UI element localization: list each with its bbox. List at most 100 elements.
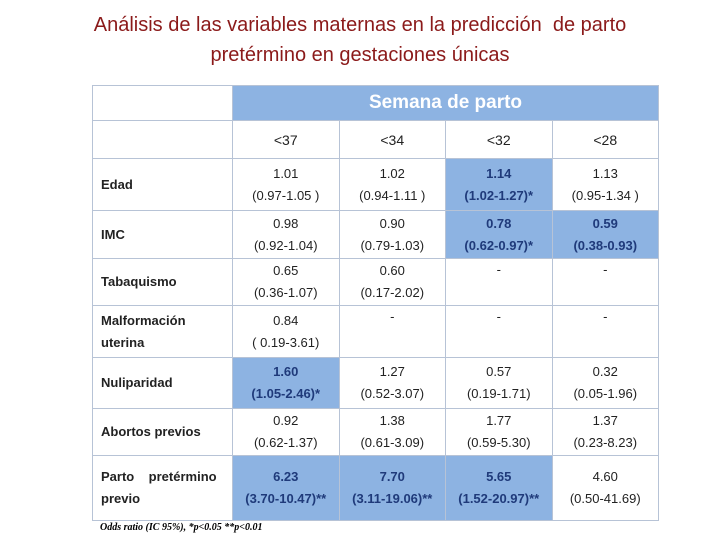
odds-ratio: - <box>390 309 395 324</box>
odds-ratio: 0.78 <box>486 215 512 231</box>
odds-ratio: 7.70 <box>379 469 405 484</box>
cell: 5.65 (1.52-20.97)** <box>445 455 553 521</box>
odds-ratio: 0.60 <box>379 263 405 278</box>
title-line: Análisis de las variables maternas en la… <box>93 14 627 36</box>
confidence-interval: (0.62-0.97)* <box>464 237 534 253</box>
cell: 0.60 (0.17-2.02) <box>338 258 446 306</box>
odds-ratio: 1.14 <box>486 165 512 181</box>
odds-ratio: 0.92 <box>273 413 299 428</box>
table-row: Edad 1.01 (0.97-1.05 ) 1.02 (0.94-1.11 ) 1.14… <box>92 158 659 211</box>
odds-ratio: - <box>603 262 608 277</box>
row-label: Nuliparidad <box>92 357 233 409</box>
row-label: Abortos previos <box>92 408 233 456</box>
confidence-interval: (0.61-3.09) <box>360 435 425 450</box>
cell: 7.70 (3.11-19.06)** <box>338 455 446 521</box>
cell: 1.38 (0.61-3.09) <box>338 408 446 456</box>
cell: 0.92 (0.62-1.37) <box>232 408 340 456</box>
confidence-interval: ( 0.19-3.61) <box>252 334 320 350</box>
table-row: Nuliparidad 1.60 (1.05-2.46)* 1.27 (0.52-3.0… <box>92 357 659 409</box>
cell: 1.77 (0.59-5.30) <box>445 408 553 456</box>
cell: - <box>445 258 553 306</box>
cell: 1.13 (0.95-1.34 ) <box>551 158 659 211</box>
cell: 0.78 (0.62-0.97)* <box>445 210 553 259</box>
confidence-interval: (0.36-1.07) <box>253 285 318 300</box>
cell: 0.65 (0.36-1.07) <box>232 258 340 306</box>
confidence-interval: (0.62-1.37) <box>253 435 318 450</box>
confidence-interval: (0.23-8.23) <box>573 435 638 450</box>
row-label: IMC <box>92 210 233 259</box>
cell: 0.32 (0.05-1.96) <box>551 357 659 409</box>
odds-ratio: 0.90 <box>379 215 405 231</box>
confidence-interval: (0.59-5.30) <box>466 435 531 450</box>
row-label-line: Edad <box>101 176 133 192</box>
row-label: Parto pretérmino previo <box>92 455 233 521</box>
cell: - <box>551 258 659 306</box>
odds-ratio: - <box>496 309 501 324</box>
odds-ratio: - <box>603 309 608 324</box>
odds-ratio: 0.59 <box>592 215 618 231</box>
odds-ratio: 0.98 <box>273 215 299 231</box>
confidence-interval: (0.17-2.02) <box>360 285 425 300</box>
confidence-interval: (0.94-1.11 ) <box>359 187 426 203</box>
column-header: <34 <box>338 120 446 159</box>
title-line: pretérmino en gestaciones únicas <box>210 44 510 66</box>
confidence-interval: (0.38-0.93) <box>573 237 638 253</box>
row-label-line: uterina <box>101 334 145 350</box>
cell: 1.01 (0.97-1.05 ) <box>232 158 340 211</box>
odds-ratio: 1.77 <box>486 413 512 428</box>
cell: 0.84 ( 0.19-3.61) <box>232 305 340 358</box>
odds-ratio: 0.65 <box>273 263 299 278</box>
confidence-interval: (0.50-41.69) <box>569 491 641 506</box>
cell: 1.02 (0.94-1.11 ) <box>338 158 446 211</box>
cell: 0.59 (0.38-0.93) <box>551 210 659 259</box>
odds-ratio: 0.57 <box>486 364 512 379</box>
table-row: Tabaquismo 0.65 (0.36-1.07) 0.60 (0.17-2.02)… <box>92 258 659 306</box>
row-label-line: Nuliparidad <box>101 375 173 390</box>
confidence-interval: (1.02-1.27)* <box>464 187 534 203</box>
footnote: Odds ratio (IC 95%), *p<0.05 **p<0.01 <box>100 522 263 533</box>
confidence-interval: (0.95-1.34 ) <box>571 187 639 203</box>
cell: - <box>445 305 553 358</box>
cell: 1.60 (1.05-2.46)* <box>232 357 340 409</box>
group-header-row: Semana de parto <box>92 85 659 121</box>
row-label-line: IMC <box>101 226 125 242</box>
confidence-interval: (3.70-10.47)** <box>245 491 327 506</box>
table-row: Parto pretérmino previo 6.23 (3.70-10.47)**… <box>92 455 659 521</box>
cell: 6.23 (3.70-10.47)** <box>232 455 340 521</box>
odds-ratio: 1.37 <box>592 413 618 428</box>
row-label-line: Malformación <box>101 312 186 328</box>
row-label-line: Abortos previos <box>101 424 201 439</box>
confidence-interval: (0.05-1.96) <box>573 386 638 401</box>
confidence-interval: (1.52-20.97)** <box>458 491 540 506</box>
odds-ratio: - <box>496 262 501 277</box>
confidence-interval: (0.19-1.71) <box>466 386 531 401</box>
confidence-interval: (3.11-19.06)** <box>352 491 433 506</box>
cell: 0.57 (0.19-1.71) <box>445 357 553 409</box>
column-header: <32 <box>445 120 553 159</box>
cell: 0.98 (0.92-1.04) <box>232 210 340 259</box>
cell: 1.14 (1.02-1.27)* <box>445 158 553 211</box>
group-header: Semana de parto <box>232 85 659 121</box>
odds-ratio: 5.65 <box>486 469 512 484</box>
cell: 1.37 (0.23-8.23) <box>551 408 659 456</box>
cell: 0.90 (0.79-1.03) <box>338 210 446 259</box>
confidence-interval: (0.92-1.04) <box>253 237 318 253</box>
column-header: <37 <box>232 120 340 159</box>
blank-cell <box>92 120 233 159</box>
row-label: Edad <box>92 158 233 211</box>
column-header-row: <37 <34 <32 <28 <box>92 120 659 159</box>
confidence-interval: (0.97-1.05 ) <box>252 187 320 203</box>
column-header: <28 <box>551 120 659 159</box>
table-body: Edad 1.01 (0.97-1.05 ) 1.02 (0.94-1.11 ) 1.14… <box>92 158 659 521</box>
results-table: Semana de parto <37 <34 <32 <28 Edad 1.01 (0.… <box>92 85 659 521</box>
odds-ratio: 1.27 <box>379 364 405 379</box>
cell: 1.27 (0.52-3.07) <box>338 357 446 409</box>
odds-ratio: 6.23 <box>273 469 299 484</box>
cell: - <box>338 305 446 358</box>
cell: 4.60 (0.50-41.69) <box>551 455 659 521</box>
confidence-interval: (1.05-2.46)* <box>251 386 321 401</box>
confidence-interval: (0.79-1.03) <box>360 237 425 253</box>
row-label: Tabaquismo <box>92 258 233 306</box>
odds-ratio: 1.13 <box>592 165 618 181</box>
